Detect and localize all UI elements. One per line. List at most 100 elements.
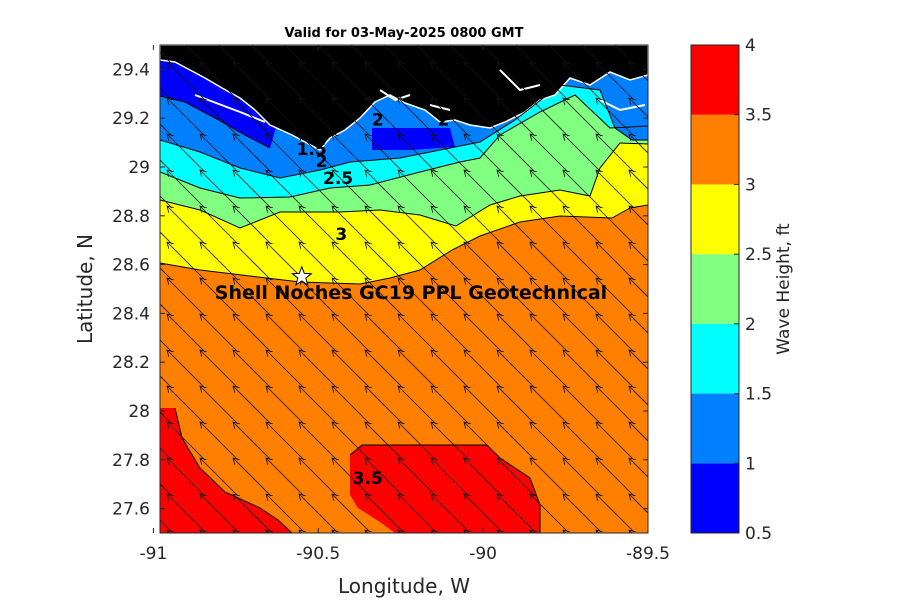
wave-arrow — [529, 169, 569, 209]
colorbar-tick-label: 3.5 — [745, 106, 772, 126]
wave-arrow — [496, 169, 536, 209]
wave-arrow — [364, 241, 404, 281]
wave-arrow — [595, 277, 635, 317]
wave-arrow — [397, 349, 437, 389]
wave-arrow — [596, 0, 634, 28]
wave-arrow — [397, 241, 437, 281]
wave-arrow — [166, 313, 206, 353]
wave-arrow — [364, 277, 404, 317]
contour-label: 2 — [316, 152, 328, 172]
wave-arrow — [160, 519, 173, 533]
wave-arrow — [496, 385, 536, 425]
wave-arrow — [496, 457, 536, 497]
wave-arrow — [595, 493, 635, 533]
wave-arrow — [595, 529, 603, 533]
x-tick-label: -91 — [140, 544, 168, 564]
wave-arrow — [430, 493, 470, 533]
colorbar: 0.5 1 1.5 2 2.5 3 3.5 4 — [690, 36, 772, 544]
wave-arrow — [497, 0, 535, 28]
wave-arrow — [160, 231, 173, 245]
wave-arrow — [562, 61, 602, 101]
y-tick-label: 29.4 — [112, 60, 150, 80]
wave-arrow — [232, 457, 272, 497]
wave-arrow — [430, 277, 470, 317]
x-axis-label: Longitude, W — [338, 574, 470, 598]
wave-arrow — [298, 529, 306, 533]
wave-arrow — [529, 205, 569, 245]
y-tick-label: 27.6 — [112, 500, 150, 520]
wave-arrow — [251, 45, 272, 65]
wave-arrow — [298, 61, 338, 101]
wave-arrow — [331, 133, 371, 173]
wave-arrow — [364, 205, 404, 245]
wave-arrow — [529, 457, 569, 497]
wave-arrow — [160, 123, 173, 137]
wave-arrow — [463, 61, 503, 101]
wave-arrow — [628, 457, 648, 478]
wave-arrow — [232, 241, 272, 281]
y-tick-label: 27.8 — [112, 451, 150, 471]
contour-1.5 — [160, 84, 648, 179]
wave-arrow — [232, 205, 272, 245]
wave-arrow — [397, 133, 437, 173]
wave-arrow — [416, 45, 437, 65]
wave-arrow — [383, 45, 404, 65]
wave-direction-arrows — [160, 0, 667, 533]
colorbar-segment — [691, 463, 739, 533]
wave-arrow — [562, 529, 570, 533]
wave-arrow — [463, 493, 503, 533]
wave-arrow — [298, 385, 338, 425]
wave-arrow — [298, 241, 338, 281]
wave-arrow — [430, 385, 470, 425]
wave-arrow — [364, 313, 404, 353]
colorbar-tick-label: 1 — [745, 454, 756, 474]
wave-arrow — [562, 97, 602, 137]
wave-arrow — [581, 45, 602, 65]
wave-arrow — [299, 0, 337, 28]
wave-arrow — [364, 385, 404, 425]
wave-arrow — [199, 133, 239, 173]
wave-arrow — [431, 0, 469, 28]
wave-arrow — [265, 349, 305, 389]
wave-arrow — [562, 277, 602, 317]
wave-arrow — [628, 349, 648, 370]
colorbar-segment — [691, 114, 739, 185]
wave-arrow — [595, 421, 635, 461]
wave-arrow — [595, 241, 635, 281]
y-tick-label: 28.4 — [112, 304, 150, 324]
wave-arrow — [463, 313, 503, 353]
wave-arrow — [218, 45, 239, 65]
wave-arrow — [166, 169, 206, 209]
contour-label: 3.5 — [353, 469, 383, 489]
wave-arrow — [397, 457, 437, 497]
wave-arrow — [160, 375, 173, 389]
site-star-marker — [290, 265, 313, 287]
wave-arrow — [199, 493, 239, 533]
colorbar-frame — [690, 44, 740, 534]
wave-arrow — [331, 61, 371, 101]
wave-arrow — [463, 457, 503, 497]
wave-arrow — [265, 61, 305, 101]
wave-arrow — [232, 349, 272, 389]
contour-2.5 — [160, 142, 648, 229]
wave-arrow — [628, 493, 648, 514]
wave-arrow — [430, 205, 470, 245]
wave-arrow — [166, 529, 174, 533]
wave-arrow — [160, 447, 173, 461]
wave-arrow — [166, 421, 206, 461]
wave-arrow — [430, 421, 470, 461]
wave-arrow — [160, 411, 173, 425]
contour-label: 3 — [58, 257, 70, 277]
band-3.5-to-4-west — [160, 408, 292, 533]
wave-arrow — [199, 349, 239, 389]
wave-arrow — [629, 0, 667, 28]
wave-arrow — [463, 277, 503, 317]
y-tick-label: 28.8 — [112, 207, 150, 227]
wave-arrow — [160, 339, 173, 353]
colorbar-tick-label: 1.5 — [745, 385, 772, 405]
land-mass — [160, 45, 648, 151]
wave-arrow — [298, 169, 338, 209]
wave-arrow — [331, 349, 371, 389]
wave-arrow — [529, 421, 569, 461]
wave-arrow — [166, 457, 206, 497]
